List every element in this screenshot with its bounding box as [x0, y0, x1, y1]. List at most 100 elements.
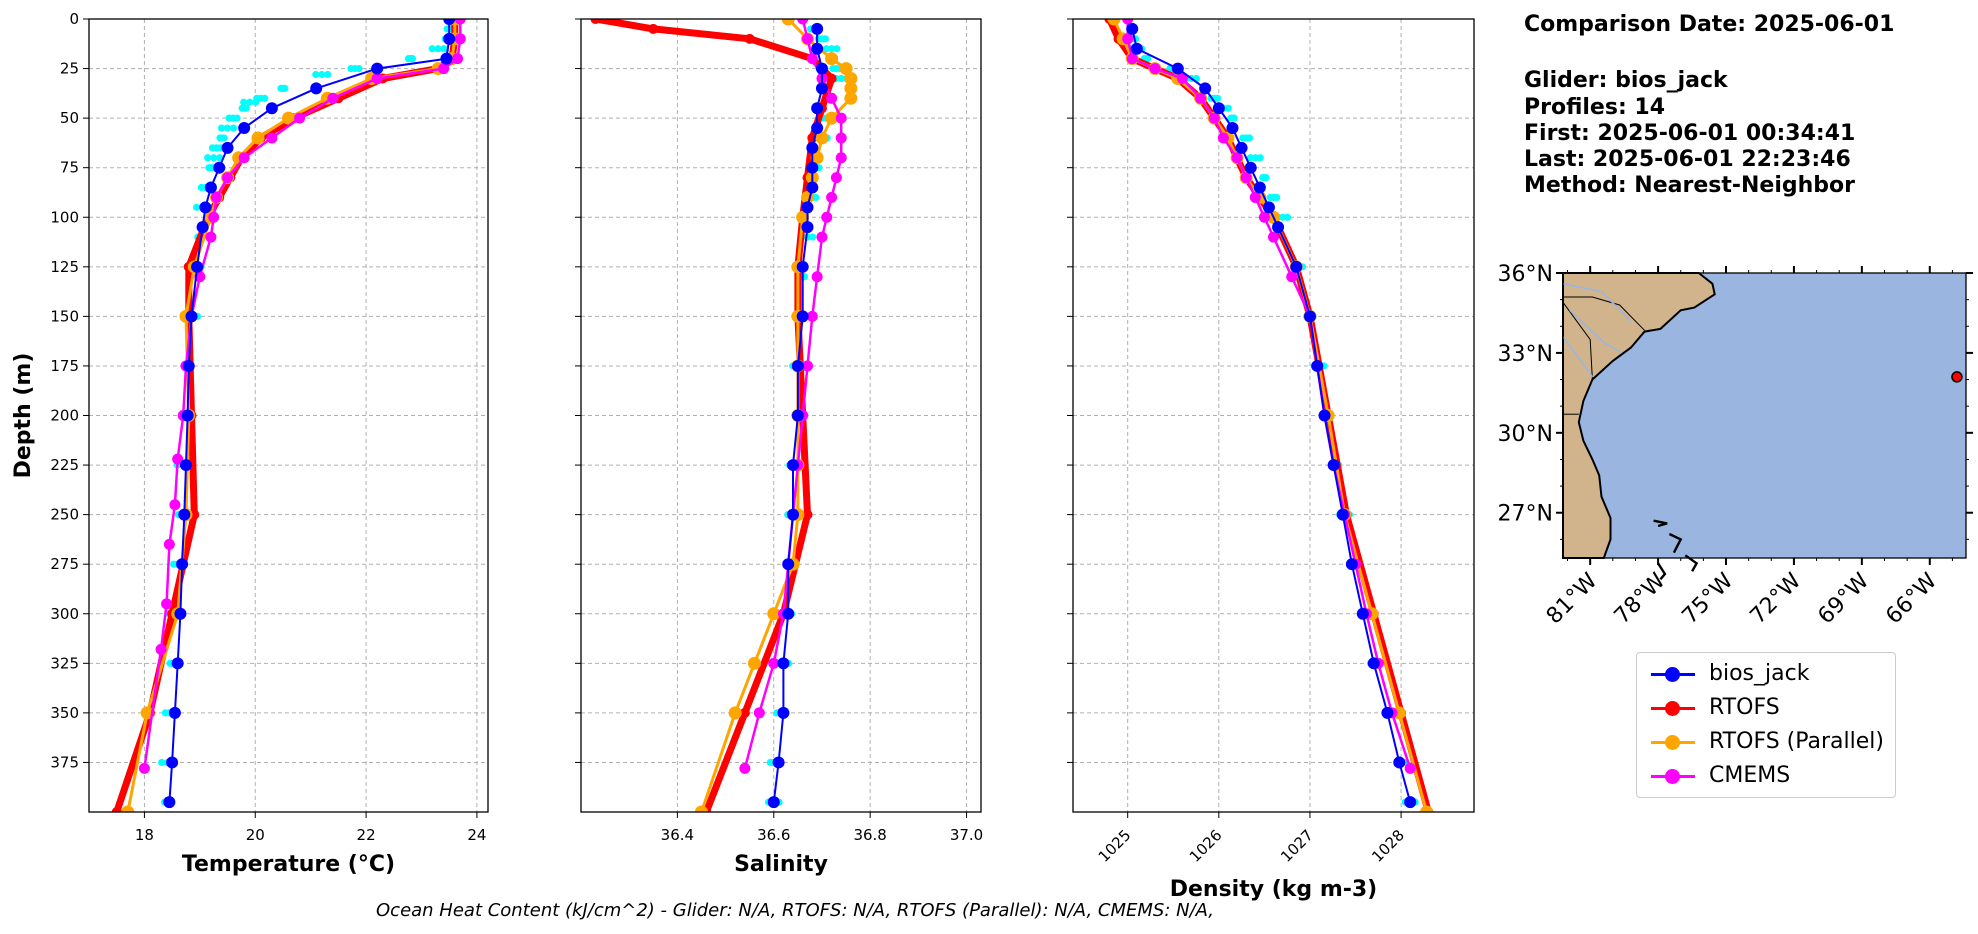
- legend-entry-rtofs: RTOFS: [1637, 691, 1895, 725]
- data-point: [810, 151, 824, 165]
- data-point: [1404, 796, 1417, 809]
- data-point: [826, 92, 838, 104]
- data-point: [1171, 62, 1184, 75]
- data-point: [221, 141, 234, 154]
- lat-label: 30°N: [1498, 422, 1553, 447]
- data-point: [744, 33, 755, 44]
- data-point: [1262, 201, 1275, 214]
- x-tick-label: 36.4: [661, 826, 694, 844]
- data-point: [801, 221, 814, 234]
- data-point: [830, 172, 842, 184]
- data-point: [811, 122, 824, 135]
- x-tick-label: 36.8: [853, 826, 886, 844]
- data-point: [443, 32, 456, 45]
- y-tick-label: 200: [50, 407, 79, 425]
- lon-label: 81°W: [1542, 568, 1603, 629]
- legend-marker: [1665, 667, 1680, 682]
- legend-label: RTOFS (Parallel): [1709, 729, 1884, 754]
- data-point: [155, 643, 167, 655]
- lon-label: 78°W: [1610, 568, 1671, 629]
- profile-scatter-point: [1256, 154, 1264, 162]
- first-time: First: 2025-06-01 00:34:41: [1524, 121, 1856, 146]
- profile-scatter-point: [1279, 213, 1287, 221]
- profile-scatter-point: [204, 154, 212, 162]
- data-point: [772, 756, 785, 769]
- x-axis-label: Density (kg m-3): [1170, 877, 1378, 902]
- data-point: [169, 499, 181, 511]
- x-axis-label: Temperature (°C): [182, 852, 395, 877]
- y-tick-label: 0: [69, 10, 79, 28]
- profile-scatter-point: [252, 98, 260, 106]
- data-point: [181, 409, 194, 422]
- data-point: [1217, 132, 1229, 144]
- data-point: [208, 211, 220, 223]
- profile-scatter-point: [1224, 104, 1232, 112]
- y-tick-label: 325: [50, 654, 79, 672]
- data-point: [802, 509, 813, 520]
- lon-label: 69°W: [1813, 568, 1874, 629]
- data-point: [121, 805, 135, 812]
- river: [1569, 309, 1623, 354]
- data-point: [443, 19, 456, 25]
- river: [1562, 336, 1594, 378]
- data-point: [172, 453, 184, 465]
- location-map: 36°N 33°N 30°N 27°N 81°W 78°W 75°W 72°W 69°W 66°W: [1498, 262, 1973, 629]
- data-point: [438, 63, 450, 75]
- data-point: [266, 132, 278, 144]
- data-point: [199, 201, 212, 214]
- data-point: [310, 82, 323, 95]
- profile-scatter-point: [809, 233, 817, 241]
- data-point: [168, 706, 181, 719]
- profile-scatter-point: [1245, 134, 1254, 142]
- legend-label: bios_jack: [1709, 661, 1810, 686]
- y-tick-label: 250: [50, 506, 79, 524]
- data-point: [166, 756, 179, 769]
- data-point: [1176, 72, 1188, 84]
- glider-position-marker: [1951, 371, 1963, 383]
- data-point: [816, 231, 828, 243]
- data-point: [825, 52, 839, 66]
- data-point: [815, 131, 829, 145]
- data-point: [251, 131, 265, 145]
- data-point: [782, 558, 795, 571]
- data-point: [844, 91, 858, 105]
- profile-scatter-point: [833, 45, 841, 53]
- data-point: [440, 52, 453, 65]
- data-point: [648, 23, 659, 34]
- data-point: [590, 19, 601, 24]
- x-tick-label: 22: [357, 826, 376, 844]
- data-point: [1381, 706, 1394, 719]
- data-point: [728, 706, 742, 720]
- x-tick-label: 20: [246, 826, 265, 844]
- data-point: [238, 152, 250, 164]
- island: [1668, 532, 1683, 554]
- data-point: [1126, 53, 1138, 65]
- profile-scatter-point: [1283, 213, 1292, 221]
- profile-scatter-point: [1143, 55, 1152, 63]
- data-point: [1268, 231, 1279, 243]
- series-line-bios-jack: [168, 19, 451, 803]
- data-point: [796, 260, 809, 273]
- data-point: [1303, 310, 1316, 323]
- y-tick-label: 100: [50, 208, 79, 226]
- data-point: [802, 33, 814, 45]
- profile-scatter-point: [229, 124, 238, 132]
- data-point: [204, 181, 217, 194]
- data-point: [801, 201, 814, 214]
- data-point: [161, 598, 173, 610]
- data-point: [815, 82, 828, 95]
- data-point: [1130, 42, 1143, 55]
- data-point: [835, 152, 847, 164]
- data-point: [111, 807, 122, 812]
- profile-scatter-point: [217, 124, 226, 132]
- plot-area: [1104, 19, 1434, 812]
- data-point: [1231, 152, 1243, 164]
- y-tick-label: 75: [60, 159, 79, 177]
- data-point: [826, 73, 837, 84]
- profile-scatter-point: [408, 55, 417, 63]
- data-point: [163, 538, 175, 550]
- data-point: [694, 805, 708, 812]
- profile-scatter-point: [261, 94, 269, 102]
- data-point: [753, 707, 765, 719]
